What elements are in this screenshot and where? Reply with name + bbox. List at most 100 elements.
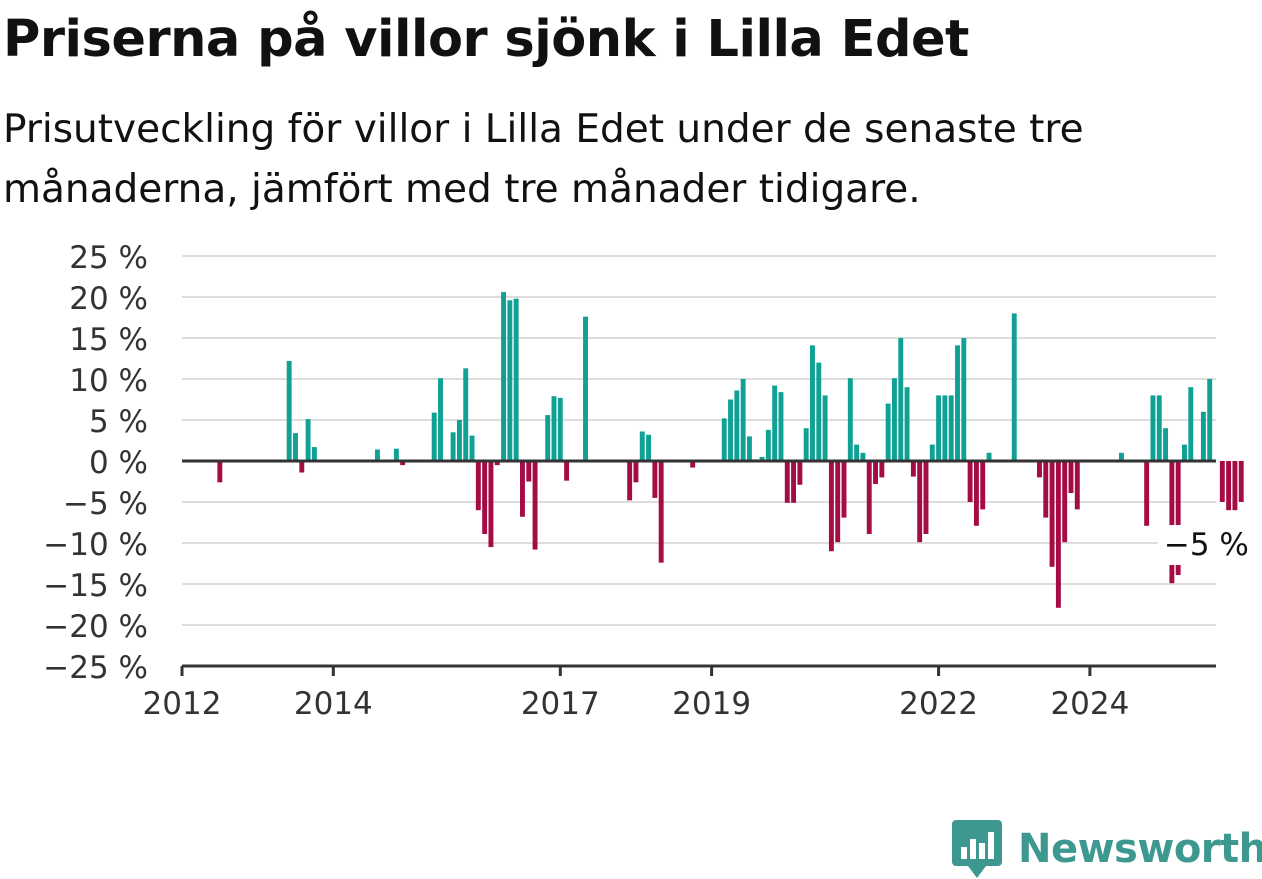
page-subtitle: Prisutveckling för villor i Lilla Edet u… bbox=[3, 107, 1084, 212]
y-tick-label: 10 % bbox=[69, 363, 148, 399]
bar bbox=[482, 461, 488, 534]
y-tick-label: −10 % bbox=[43, 527, 148, 563]
bar bbox=[816, 362, 822, 461]
bar bbox=[885, 403, 891, 461]
bar bbox=[1062, 461, 1068, 543]
bar bbox=[1037, 461, 1042, 478]
bar bbox=[1182, 444, 1187, 461]
bar bbox=[803, 428, 809, 461]
bar bbox=[1043, 461, 1049, 518]
bar bbox=[658, 461, 664, 563]
bar bbox=[1188, 387, 1194, 461]
y-tick-label: −25 % bbox=[43, 650, 148, 686]
bar bbox=[1200, 411, 1206, 461]
y-axis-ticks: 25 % 20 % 15 % 10 % 5 % 0 % −5 % −10 % −15 % −20 … bbox=[43, 240, 148, 686]
bar bbox=[797, 461, 803, 485]
bar bbox=[1219, 461, 1225, 502]
bar bbox=[532, 461, 538, 550]
bar bbox=[854, 444, 860, 461]
bar bbox=[898, 338, 904, 461]
bar bbox=[526, 461, 532, 482]
bar bbox=[463, 368, 469, 461]
bar bbox=[967, 461, 973, 502]
x-tick-label: 2017 bbox=[521, 686, 600, 722]
y-tick-label: 20 % bbox=[69, 281, 148, 317]
bar bbox=[866, 461, 872, 534]
y-tick-label: −15 % bbox=[43, 568, 148, 604]
bar bbox=[759, 456, 765, 461]
bar bbox=[475, 461, 481, 511]
bar bbox=[740, 379, 746, 461]
y-tick-label: 0 % bbox=[89, 445, 148, 481]
x-tick-label: 2014 bbox=[294, 686, 373, 722]
bar bbox=[564, 461, 570, 481]
bar bbox=[955, 345, 960, 461]
bar bbox=[520, 461, 525, 517]
bar bbox=[400, 461, 406, 466]
bar bbox=[784, 461, 790, 503]
bar bbox=[507, 300, 513, 461]
brand-name: Newsworthy bbox=[1018, 826, 1262, 872]
bar bbox=[973, 461, 979, 526]
x-tick-label: 2012 bbox=[143, 686, 222, 722]
bar bbox=[910, 461, 916, 477]
bar bbox=[1118, 452, 1124, 461]
y-tick-label: −20 % bbox=[43, 609, 148, 645]
y-tick-label: 5 % bbox=[89, 404, 148, 440]
bar bbox=[393, 448, 399, 461]
bar bbox=[860, 452, 866, 461]
bar bbox=[1175, 461, 1181, 575]
bar bbox=[450, 432, 456, 461]
bar bbox=[1011, 313, 1017, 461]
bar bbox=[841, 461, 847, 518]
bar bbox=[721, 418, 727, 461]
bar bbox=[1238, 461, 1244, 502]
bar bbox=[1207, 379, 1213, 461]
bar bbox=[873, 461, 878, 484]
bar bbox=[822, 395, 828, 461]
bar bbox=[936, 395, 942, 461]
y-tick-label: 15 % bbox=[69, 322, 148, 358]
bar bbox=[904, 387, 910, 461]
bar bbox=[299, 461, 305, 473]
x-tick-label: 2019 bbox=[672, 686, 751, 722]
bar bbox=[791, 461, 797, 503]
bar bbox=[456, 420, 462, 461]
bar bbox=[1049, 461, 1055, 567]
bar bbox=[728, 399, 733, 461]
bar bbox=[374, 449, 380, 461]
bar bbox=[690, 461, 696, 468]
bar bbox=[980, 461, 986, 510]
bar bbox=[1163, 428, 1169, 461]
bar bbox=[286, 360, 292, 461]
bar bbox=[847, 378, 853, 461]
bar bbox=[501, 292, 507, 461]
bar bbox=[810, 345, 815, 461]
bar bbox=[778, 392, 784, 461]
bar bbox=[545, 415, 551, 461]
bar bbox=[488, 461, 494, 548]
bar bbox=[891, 378, 897, 461]
bar bbox=[551, 396, 557, 461]
bar bbox=[217, 461, 223, 483]
bar bbox=[646, 434, 652, 461]
brand: Newsworthy bbox=[952, 820, 1262, 878]
bar bbox=[835, 461, 841, 543]
last-value-label: −5 % bbox=[1164, 527, 1249, 563]
bar bbox=[311, 447, 317, 461]
x-tick-label: 2024 bbox=[1050, 686, 1129, 722]
bar bbox=[293, 433, 298, 461]
bar bbox=[942, 395, 948, 461]
bar bbox=[305, 419, 311, 461]
y-tick-label: 25 % bbox=[69, 240, 148, 276]
bar-chart: 25 % 20 % 15 % 10 % 5 % 0 % −5 % −10 % −15 % −20 … bbox=[43, 240, 1250, 722]
bar bbox=[1074, 461, 1080, 510]
bar bbox=[633, 461, 639, 483]
bar bbox=[652, 461, 658, 498]
bar bbox=[948, 395, 954, 461]
bar bbox=[1055, 461, 1061, 608]
y-tick-label: −5 % bbox=[63, 486, 148, 522]
bar bbox=[431, 412, 437, 461]
x-axis: 2012 2014 2017 2019 2022 2024 bbox=[143, 664, 1216, 722]
bar bbox=[961, 338, 967, 461]
